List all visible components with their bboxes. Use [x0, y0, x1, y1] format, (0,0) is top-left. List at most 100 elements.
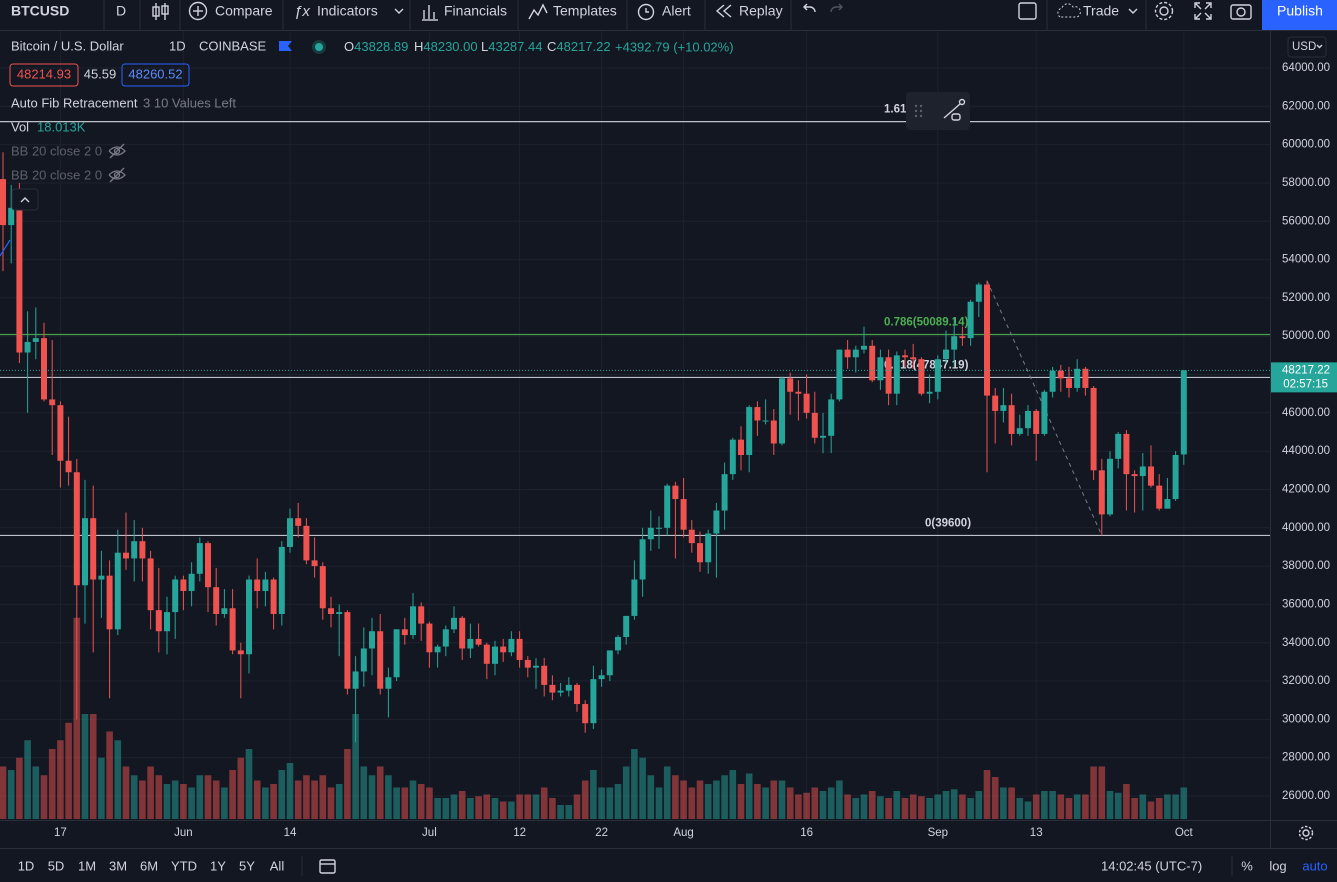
candle-body: [1025, 410, 1031, 429]
volume-bar: [1032, 794, 1040, 819]
bid-box[interactable]: [9, 63, 79, 87]
axis-settings-icon[interactable]: [1298, 825, 1314, 841]
range-button[interactable]: 3M: [109, 858, 127, 873]
range-button[interactable]: 1Y: [210, 858, 226, 873]
layout-icon[interactable]: [1018, 2, 1037, 20]
volume-bar: [122, 766, 130, 819]
trade-icon[interactable]: [1057, 3, 1081, 18]
toolbar-button[interactable]: Alert: [662, 3, 691, 19]
publish-button[interactable]: [1262, 0, 1337, 30]
volume-bar: [1000, 787, 1007, 819]
volume-bar: [885, 798, 892, 819]
volume-bar: [557, 805, 564, 819]
fib-retracement: 1.610.786(50089.14)0.618(47847.19)0(3960…: [0, 104, 1270, 537]
undo[interactable]: [803, 3, 816, 13]
auto-toggle[interactable]: auto: [1302, 858, 1327, 873]
candle-body: [131, 541, 138, 559]
range-button[interactable]: 6M: [140, 858, 158, 873]
volume-bar: [647, 775, 655, 819]
financials-icon[interactable]: [422, 5, 438, 21]
snapshot-icon[interactable]: [1230, 4, 1252, 20]
candle-body: [114, 552, 121, 630]
volume-bar: [0, 766, 7, 819]
line-tool-icon[interactable]: [943, 98, 966, 121]
y-tick-label: 46000.00: [1282, 407, 1330, 419]
toolbar-button[interactable]: Replay: [739, 3, 783, 19]
volume-bar: [483, 794, 491, 819]
replay-icon[interactable]: [715, 4, 732, 18]
y-tick-label: 44000.00: [1282, 445, 1330, 457]
fullscreen-icon[interactable]: [1194, 2, 1212, 20]
alert-icon[interactable]: [637, 3, 655, 21]
candle-body: [1008, 405, 1015, 434]
candle-body: [672, 485, 679, 500]
candle-body: [590, 679, 597, 724]
interval[interactable]: D: [116, 3, 126, 19]
candle-body: [188, 573, 195, 592]
range-button[interactable]: 1M: [78, 858, 96, 873]
candle-body: [492, 646, 498, 664]
symbol[interactable]: BTCUSD: [11, 3, 69, 19]
y-tick-label: 40000.00: [1282, 522, 1330, 534]
range-button[interactable]: 1D: [18, 858, 35, 873]
toolbar-button[interactable]: Templates: [553, 3, 617, 19]
volume-bar: [918, 796, 925, 819]
volume-bar: [212, 780, 220, 819]
y-tick-label: 60000.00: [1282, 139, 1330, 151]
publish-label[interactable]: Publish: [1277, 3, 1323, 19]
percent-toggle[interactable]: %: [1241, 858, 1253, 873]
volume-bar: [983, 770, 991, 819]
range-button[interactable]: YTD: [171, 858, 197, 873]
settings-icon[interactable]: [1154, 1, 1174, 21]
collapse-legend[interactable]: [11, 188, 39, 211]
candle-body: [278, 546, 285, 614]
ask-box[interactable]: [121, 63, 190, 87]
hidden-eye-icon[interactable]: [108, 143, 126, 159]
candle-body: [467, 638, 474, 649]
flag-icon[interactable]: [279, 41, 292, 51]
currency-button[interactable]: [1287, 36, 1327, 58]
volume-bar: [573, 794, 581, 819]
templates-icon[interactable]: [528, 3, 548, 20]
candle-body: [475, 638, 482, 645]
indicators-dropdown[interactable]: [394, 8, 404, 14]
volume-bar: [499, 801, 507, 819]
candle-body: [934, 359, 941, 392]
volume-bar: [294, 780, 302, 819]
trade-dropdown[interactable]: [1128, 8, 1138, 14]
volume-bar: [1082, 794, 1089, 819]
toolbar-button[interactable]: Financials: [444, 3, 507, 19]
volume-bar: [1016, 798, 1024, 819]
candle-body: [959, 336, 966, 339]
toolbar-button[interactable]: Compare: [215, 3, 273, 19]
candle-body: [1082, 368, 1089, 388]
goto-date-icon[interactable]: [319, 859, 336, 874]
drag-handle[interactable]: [914, 104, 923, 118]
candle-body: [770, 420, 777, 444]
chart-style-icon[interactable]: [152, 3, 169, 20]
compare-icon[interactable]: [188, 1, 208, 21]
hidden-eye-icon[interactable]: [108, 167, 126, 183]
redo[interactable]: [830, 3, 843, 13]
volume-bar: [803, 792, 810, 819]
range-button[interactable]: All: [270, 858, 285, 873]
volume-bar: [598, 787, 605, 819]
candle-body: [1115, 433, 1122, 459]
candle-body: [615, 636, 621, 651]
bb-indicator: BB 20 close 2 0: [11, 167, 102, 182]
ohlc-item: O43828.89: [344, 39, 408, 54]
x-tick-label: Jul: [422, 827, 437, 839]
log-toggle[interactable]: log: [1269, 858, 1286, 873]
range-button[interactable]: 5Y: [239, 858, 255, 873]
candle-body: [262, 579, 269, 592]
toolbar-button[interactable]: Indicators: [317, 3, 378, 19]
candle-body: [729, 439, 736, 475]
volume-bar: [975, 791, 983, 819]
candle-body: [49, 399, 56, 406]
toolbar-button[interactable]: Trade: [1083, 3, 1119, 19]
candle-body: [852, 349, 859, 358]
indicators-icon[interactable]: ƒx: [294, 3, 310, 20]
range-button[interactable]: 5D: [48, 858, 65, 873]
y-tick-label: 30000.00: [1282, 713, 1330, 725]
volume-bar: [926, 798, 933, 819]
